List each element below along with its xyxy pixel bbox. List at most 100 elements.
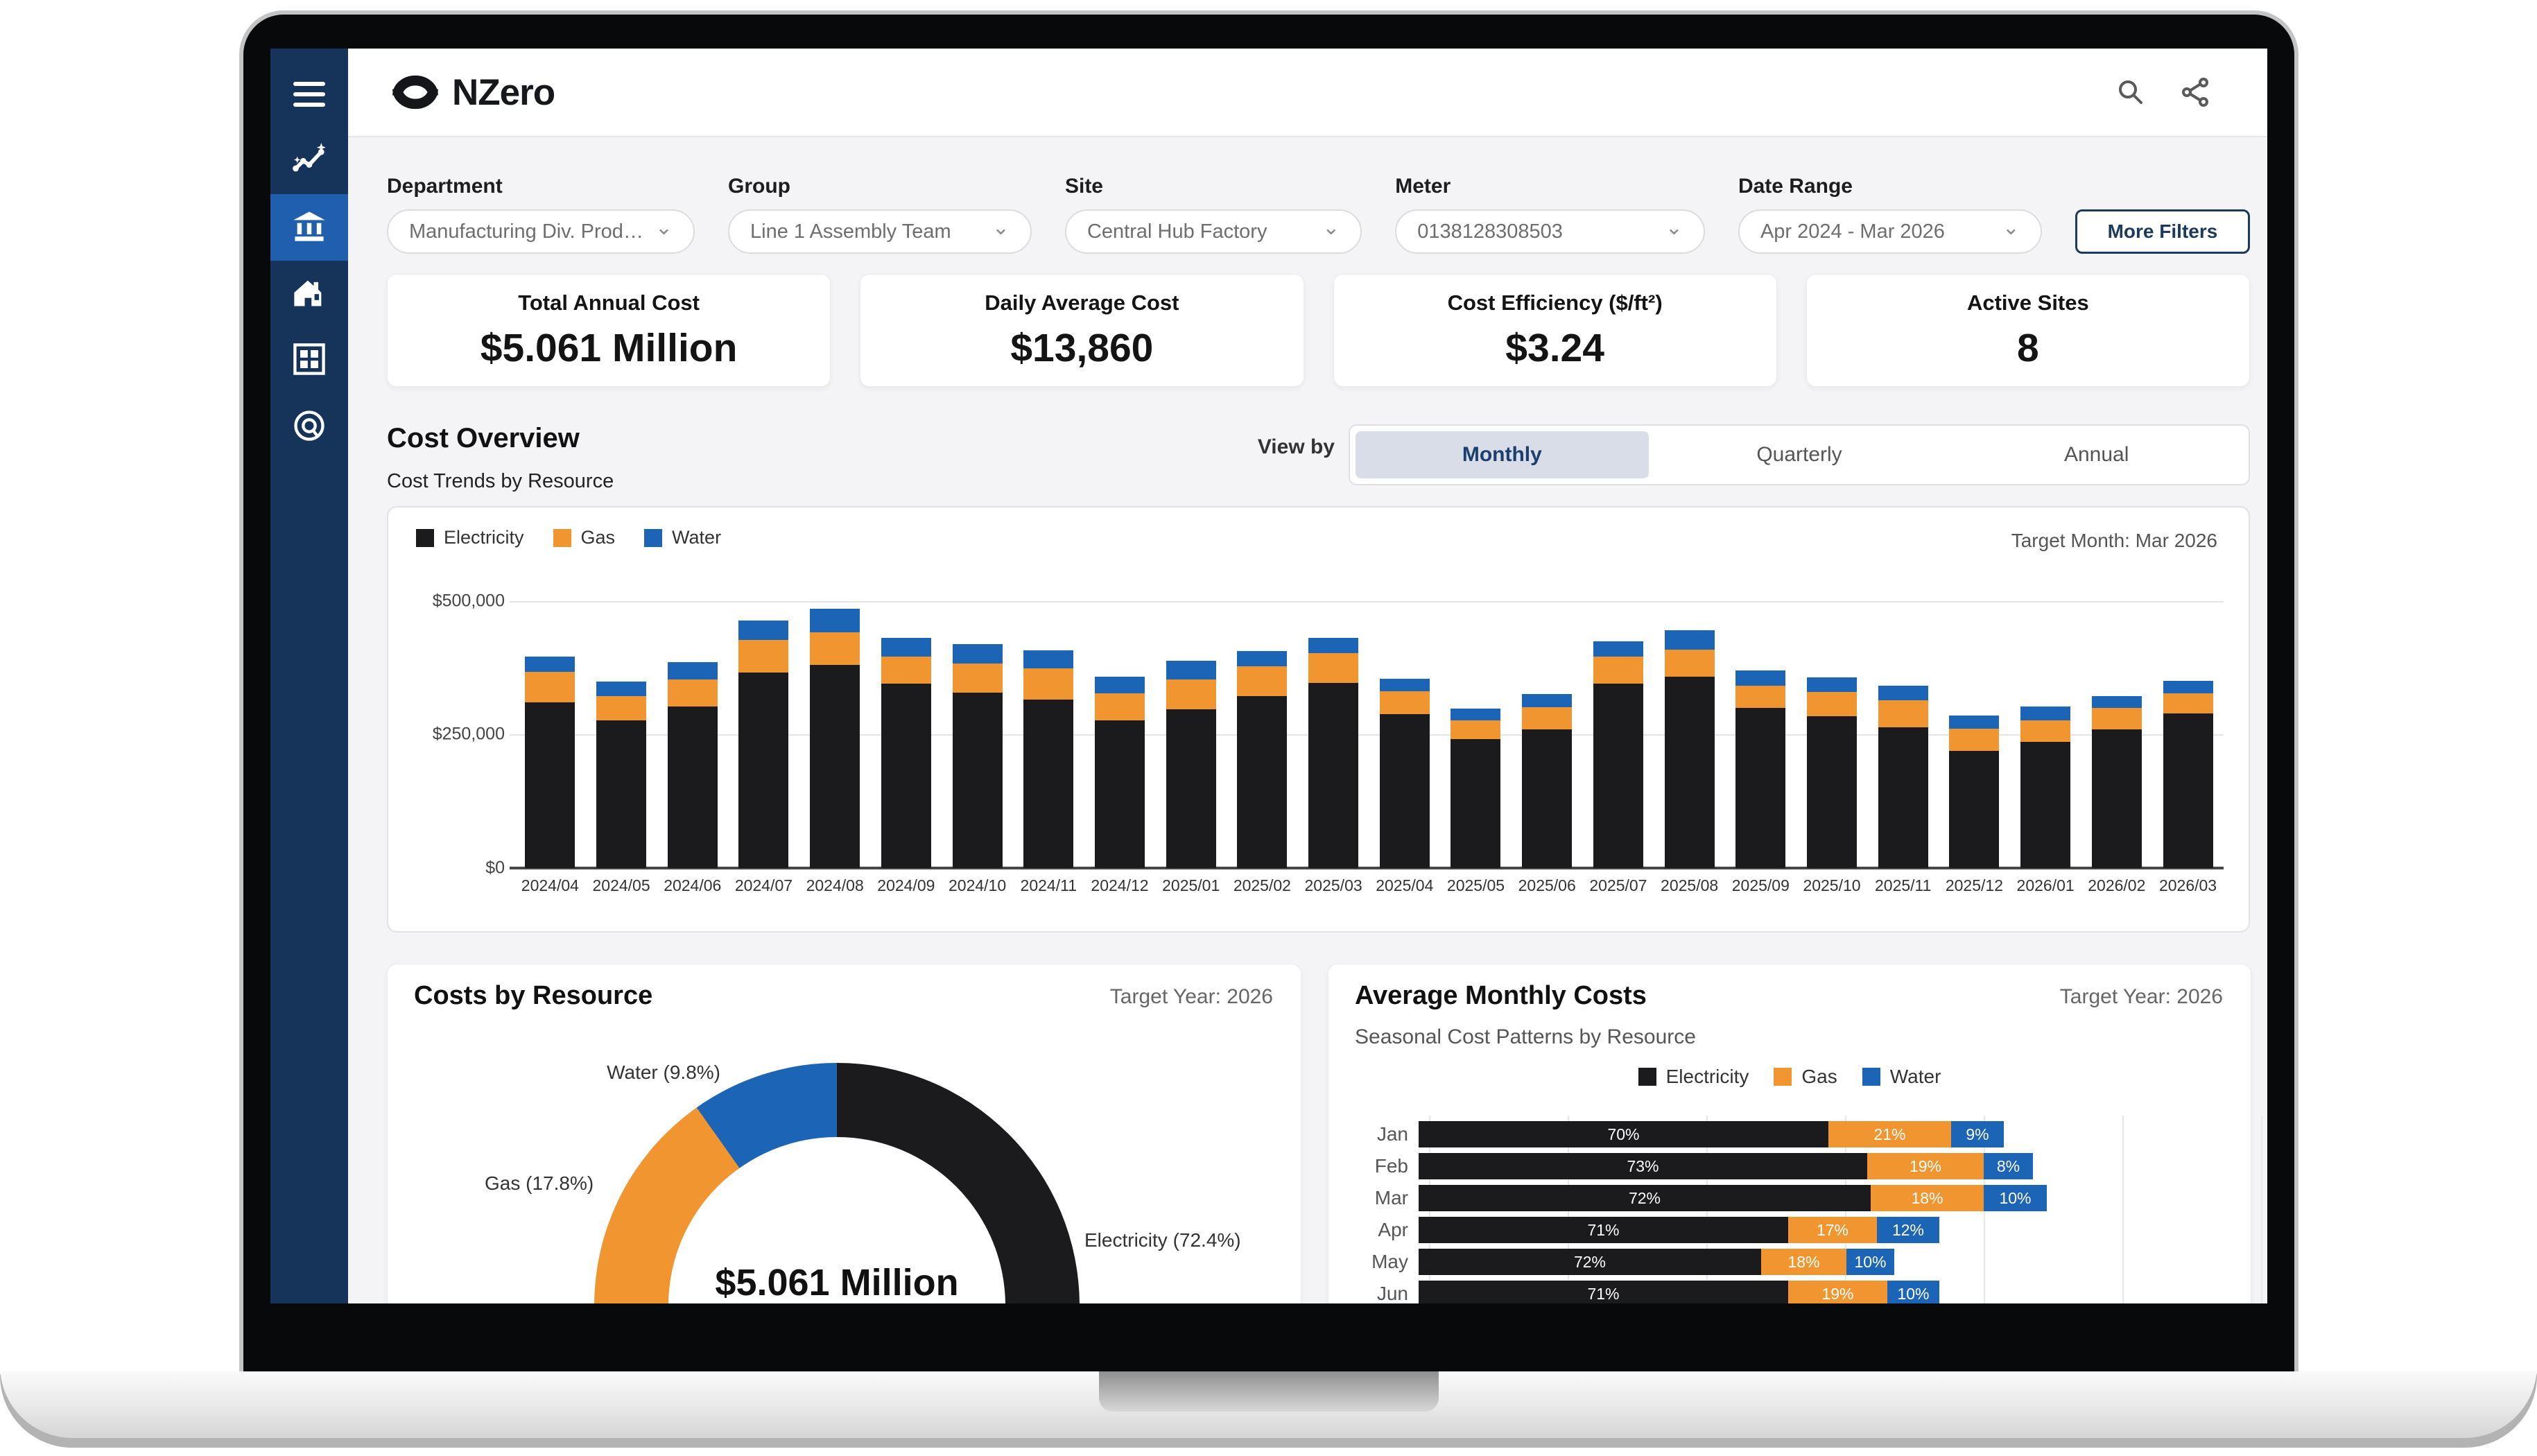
more-filters-button[interactable]: More Filters (2075, 209, 2251, 254)
view-toggle-quarterly[interactable]: Quarterly (1756, 443, 1842, 466)
bar-slot-2025/06 (1512, 601, 1583, 868)
seasonal-segment-electricity: 71% (1419, 1281, 1788, 1303)
month-label: May (1371, 1251, 1408, 1272)
filter-value: Manufacturing Div. Produ... (409, 220, 644, 243)
filter-dropdown-department[interactable]: Manufacturing Div. Produ... ⌄ (387, 209, 695, 254)
seasonal-segment-water: 12% (1877, 1217, 1939, 1243)
stacked-bar-2024/04 (525, 657, 575, 868)
x-axis-label: 2024/04 (521, 876, 579, 894)
filter-value: Apr 2024 - Mar 2026 (1760, 220, 1945, 243)
seasonal-segment-gas: 19% (1788, 1281, 1887, 1303)
seasonal-segment-electricity: 72% (1419, 1185, 1871, 1211)
stacked-bar-2024/06 (667, 662, 718, 868)
view-toggle-monthly[interactable]: Monthly (1356, 431, 1649, 478)
stacked-bar-2025/04 (1379, 679, 1430, 868)
filter-dropdown-date-range[interactable]: Apr 2024 - Mar 2026 ⌄ (1738, 209, 2042, 254)
legend-item-electricity: Electricity (1638, 1066, 1749, 1088)
stacked-bar-2025/01 (1166, 661, 1216, 868)
bar-segment-water (2163, 681, 2213, 693)
bar-slot-2024/09 (871, 601, 942, 868)
month-label: Feb (1374, 1155, 1408, 1177)
bar-segment-water (1807, 677, 1857, 692)
legend-swatch-water (1862, 1068, 1880, 1086)
bar-segment-electricity (596, 720, 647, 868)
stacked-bar-plot (514, 601, 2224, 868)
stacked-bar-2024/08 (810, 609, 860, 868)
x-axis-label: 2025/08 (1661, 876, 1719, 894)
costs-by-resource-card: Costs by Resource Target Year: 2026 Wate… (387, 964, 1301, 1303)
legend-label: Gas (580, 527, 616, 548)
nzero-logo-icon (392, 75, 438, 110)
sidebar-item-grid[interactable] (270, 327, 348, 394)
bar-segment-water (1023, 650, 1074, 668)
kpi-value: 8 (2017, 325, 2039, 370)
seasonal-segment-gas: 21% (1828, 1121, 1951, 1147)
bar-segment-electricity (952, 693, 1003, 868)
filter-group-meter: Meter 0138128308503 ⌄ (1395, 175, 1705, 254)
bar-segment-electricity (2163, 713, 2213, 868)
stacked-bar-2024/09 (881, 638, 931, 868)
bar-segment-water (1878, 686, 1928, 700)
brand-name: NZero (452, 71, 555, 113)
seasonal-segment-water: 10% (1846, 1249, 1894, 1275)
share-icon[interactable] (2180, 76, 2212, 108)
sidebar-item-menu[interactable] (270, 61, 348, 128)
bar-segment-gas (1878, 700, 1928, 727)
x-axis-label: 2025/04 (1376, 876, 1434, 894)
bar-slot-2025/04 (1369, 601, 1440, 868)
seasonal-bar: 73% 19% 8% (1419, 1153, 2033, 1179)
x-axis-label: 2024/11 (1020, 876, 1077, 894)
seasonal-segment-water: 10% (1984, 1185, 2047, 1211)
seasonal-row-mar: Mar 72% 18% 10% (1328, 1182, 2251, 1214)
kpi-value: $5.061 Million (480, 325, 738, 370)
bar-slot-2025/10 (1796, 601, 1868, 868)
bar-segment-electricity (2091, 729, 2142, 868)
bar-segment-electricity (667, 707, 718, 868)
sidebar-item-home[interactable] (270, 261, 348, 327)
filter-dropdown-group[interactable]: Line 1 Assembly Team ⌄ (728, 209, 1032, 254)
search-icon[interactable] (2115, 76, 2147, 108)
chevron-down-icon: ⌄ (1665, 216, 1683, 239)
view-toggle-annual[interactable]: Annual (2063, 443, 2129, 466)
bar-segment-gas (1664, 650, 1715, 677)
sidebar-item-bank[interactable] (270, 194, 348, 261)
filter-value: 0138128308503 (1417, 220, 1563, 243)
bar-segment-water (952, 644, 1003, 664)
bar-slot-2024/10 (942, 601, 1013, 868)
legend-item-gas: Gas (553, 527, 616, 548)
bar-segment-gas (1451, 720, 1501, 739)
filter-dropdown-meter[interactable]: 0138128308503 ⌄ (1395, 209, 1705, 254)
bar-slot-2024/07 (728, 601, 799, 868)
filter-label: Meter (1395, 175, 1451, 198)
legend-label: Gas (1801, 1066, 1837, 1087)
legend-item-water: Water (644, 527, 721, 548)
bar-segment-water (1949, 716, 2000, 729)
target-month-label: Target Month: Mar 2026 (2011, 530, 2217, 551)
topbar: NZero (348, 49, 2267, 137)
seasonal-row-may: May 72% 18% 10% (1328, 1246, 2251, 1278)
kpi-title: Cost Efficiency ($/ft²) (1447, 290, 1663, 315)
seasonal-bar: 72% 18% 10% (1419, 1249, 1894, 1275)
x-axis-label: 2026/01 (2016, 876, 2075, 894)
sidebar (270, 49, 348, 1303)
bar-segment-gas (667, 679, 718, 707)
x-axis-label: 2025/12 (1945, 876, 2003, 894)
seasonal-rows: Jan 70% 21% 9% Feb 73% 19% 8% Mar 72% 18% 10% Apr 71%… (1328, 1118, 2251, 1303)
bank-icon (291, 208, 327, 248)
filter-group-department: Department Manufacturing Div. Produ... ⌄ (387, 175, 695, 254)
month-label: Mar (1374, 1187, 1408, 1208)
average-monthly-costs-card: Average Monthly Costs Target Year: 2026 … (1328, 964, 2262, 1303)
stacked-bar-2025/09 (1735, 670, 1786, 868)
filter-label: Site (1064, 175, 1103, 198)
sidebar-item-target[interactable] (270, 394, 348, 460)
filter-label: Group (728, 175, 790, 198)
chevron-down-icon: ⌄ (2002, 216, 2020, 239)
bar-segment-electricity (1878, 727, 1928, 868)
filter-dropdown-site[interactable]: Central Hub Factory ⌄ (1064, 209, 1362, 254)
sidebar-item-trend-chart[interactable] (270, 128, 348, 194)
bar-slot-2025/11 (1867, 601, 1939, 868)
filter-group-date-range: Date Range Apr 2024 - Mar 2026 ⌄ (1738, 175, 2042, 254)
bar-segment-water (1166, 661, 1216, 679)
bar-segment-gas (1949, 729, 2000, 751)
